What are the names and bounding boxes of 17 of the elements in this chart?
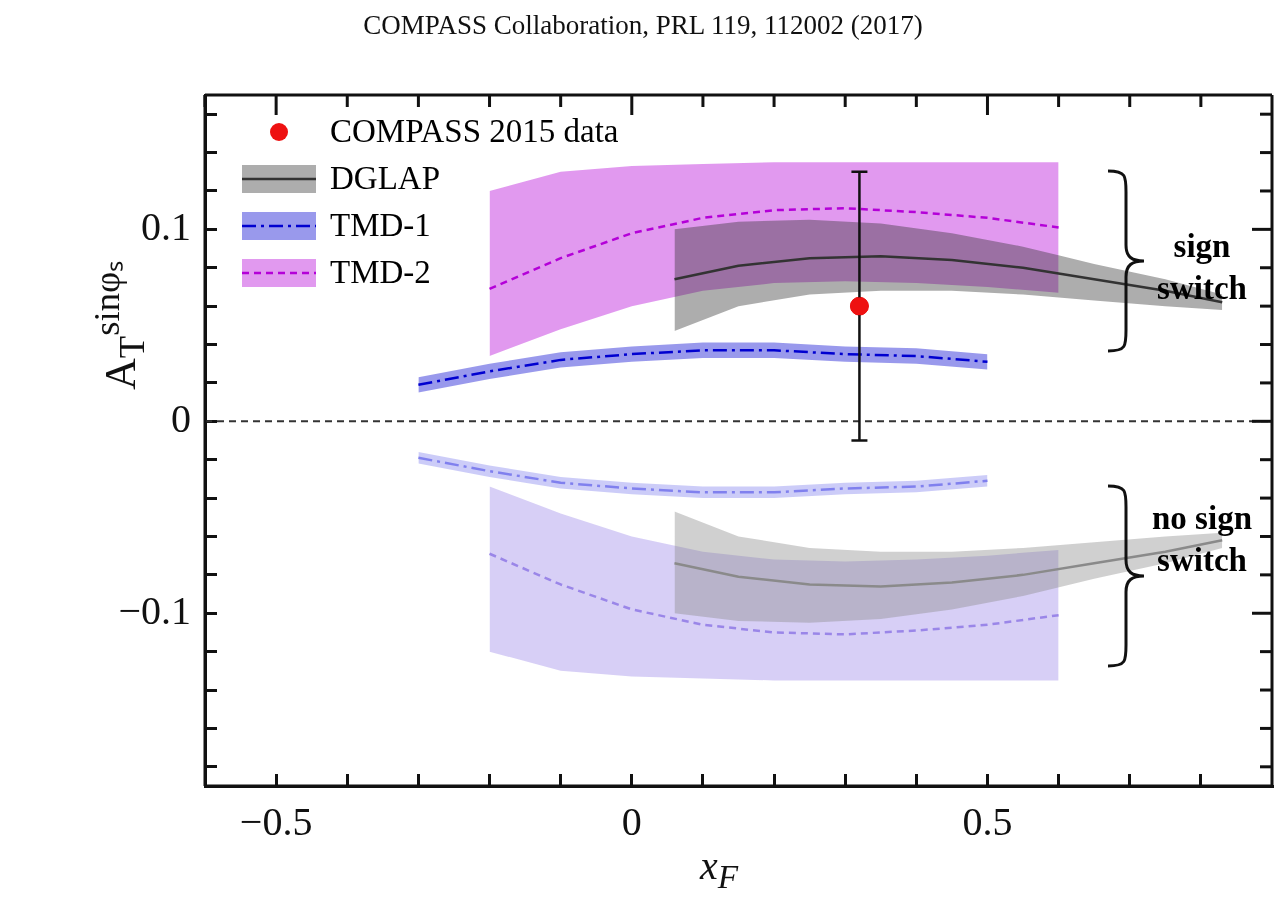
x-tick-label: 0	[621, 798, 642, 844]
legend-label: TMD-1	[330, 207, 431, 244]
annotation: sign switch	[1156, 227, 1248, 308]
y-tick-label: 0.1	[141, 203, 191, 249]
line-series	[488, 552, 1060, 636]
line-series	[417, 349, 989, 387]
x-axis-title: x$_{F}$	[700, 842, 739, 896]
x-tick-label: −0.5	[239, 798, 313, 844]
y-tick-label: −0.1	[118, 587, 191, 633]
annotation: no sign switch	[1151, 499, 1253, 580]
legend-label: TMD-2	[330, 254, 431, 291]
x-tick-label: 0.5	[962, 798, 1013, 844]
line-series	[488, 207, 1060, 291]
y-tick-label: 0	[171, 395, 191, 441]
legend-label: DGLAP	[330, 160, 441, 197]
chart-title: COMPASS Collaboration, PRL 119, 112002 (2017)	[362, 10, 924, 41]
legend-label: COMPASS 2015 data	[330, 113, 619, 150]
